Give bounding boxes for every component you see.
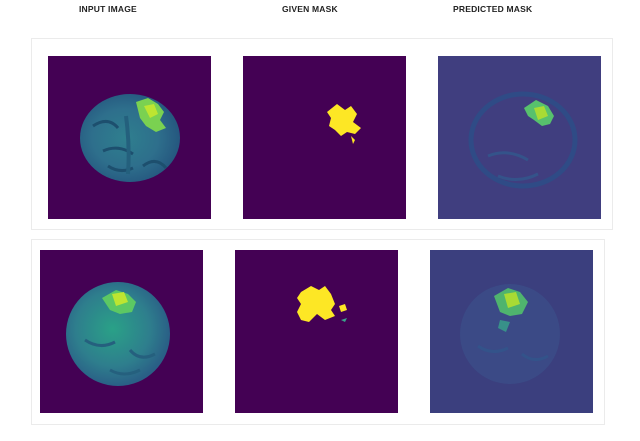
row-2-input-image: [40, 250, 203, 413]
row-2-predicted-mask: [430, 250, 593, 413]
row-1-predicted-mask: [438, 56, 601, 219]
row-2-given-mask: [235, 250, 398, 413]
row-1-input-image: [48, 56, 211, 219]
header-given-mask: GIVEN MASK: [282, 4, 338, 14]
header-input-image: INPUT IMAGE: [79, 4, 137, 14]
header-predicted-mask: PREDICTED MASK: [453, 4, 533, 14]
row-1-given-mask: [243, 56, 406, 219]
